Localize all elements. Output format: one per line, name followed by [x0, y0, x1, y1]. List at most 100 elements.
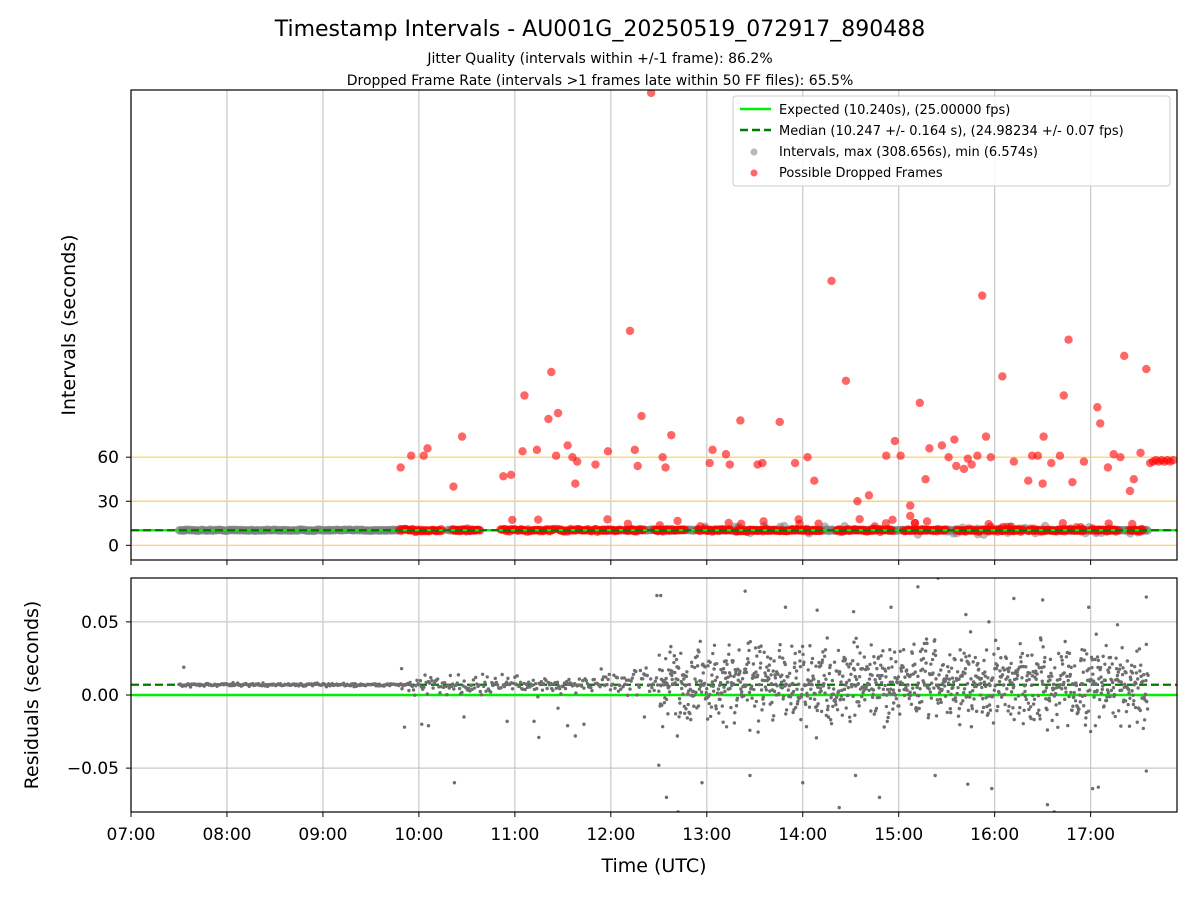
residual-point: [885, 693, 889, 697]
residual-point: [810, 656, 815, 661]
residual-point: [629, 679, 633, 683]
residual-point: [800, 692, 804, 697]
residual-point: [705, 687, 709, 691]
residual-point: [912, 691, 917, 695]
residual-point: [1110, 662, 1114, 666]
residual-point: [939, 700, 943, 705]
dropped-frame-point: [906, 501, 915, 510]
residual-point: [933, 773, 937, 778]
residual-point: [669, 644, 673, 649]
residual-point: [657, 763, 661, 767]
residual-point: [599, 667, 603, 671]
dropped-frame-point: [705, 458, 714, 468]
dropped-frame-point: [1055, 451, 1065, 460]
residual-point: [969, 677, 973, 681]
residual-point: [834, 703, 838, 707]
dropped-frame-point: [625, 326, 635, 336]
legend-expected-label: Expected (10.240s), (25.00000 fps): [779, 103, 1010, 118]
residual-point: [750, 696, 754, 700]
residual-point: [659, 683, 663, 688]
residual-point: [744, 683, 748, 688]
residual-point: [706, 664, 710, 668]
residual-point: [846, 685, 851, 690]
residual-point: [1084, 716, 1088, 720]
residual-point: [1089, 677, 1093, 682]
residual-point: [769, 682, 774, 686]
residual-point: [684, 674, 689, 679]
residual-point: [728, 674, 733, 678]
residual-point: [917, 694, 921, 698]
residual-point: [182, 665, 186, 669]
residual-point: [810, 683, 814, 687]
residual-point: [696, 704, 701, 708]
residual-point: [612, 673, 616, 677]
residuals-axes: 07:00 08:00 09:00 10:00 11:00 12:00 13:00 14:00…: [67, 613, 1115, 845]
residual-point: [851, 609, 856, 614]
residual-point: [1034, 669, 1038, 673]
residual-point: [1007, 704, 1011, 708]
residual-point: [819, 689, 823, 693]
dropped-frame-point: [888, 515, 897, 525]
residual-point: [894, 697, 899, 701]
residual-point: [574, 691, 578, 695]
residual-point: [804, 683, 808, 687]
residual-point: [660, 668, 664, 673]
residual-point: [821, 650, 825, 654]
residual-point: [980, 696, 985, 701]
residual-point: [231, 680, 235, 685]
residual-point: [911, 686, 915, 690]
dropped-frame-point: [630, 445, 640, 455]
residual-point: [822, 673, 826, 678]
residual-point: [1025, 653, 1030, 658]
residual-point: [945, 710, 949, 715]
residual-point: [1144, 642, 1149, 647]
residual-point: [1126, 702, 1130, 707]
residual-point: [638, 668, 643, 673]
dropped-frame-point: [419, 451, 428, 460]
residual-point: [1088, 729, 1093, 734]
residual-point: [943, 694, 948, 698]
residual-point: [809, 687, 813, 691]
residual-point: [794, 669, 799, 673]
residual-point: [1002, 683, 1006, 687]
residual-point: [970, 704, 974, 708]
residual-point: [847, 678, 851, 682]
residual-point: [860, 694, 864, 699]
residual-point: [581, 678, 585, 683]
dropped-frame-point: [1109, 450, 1118, 459]
residual-point: [1022, 684, 1027, 688]
residual-point: [1101, 654, 1105, 659]
residual-point: [768, 656, 773, 661]
dropped-frame-point: [573, 457, 582, 466]
residual-point: [1093, 723, 1098, 728]
x-tick-label: 12:00: [586, 825, 635, 845]
residual-point: [1114, 656, 1118, 660]
residual-point: [1012, 596, 1016, 601]
residual-point: [1130, 671, 1135, 675]
residual-point: [722, 685, 726, 689]
residual-point: [946, 689, 950, 694]
residual-point: [841, 697, 846, 702]
residual-point: [1043, 689, 1047, 693]
residual-point: [1021, 692, 1025, 696]
residual-point: [1050, 674, 1054, 678]
residual-point: [442, 680, 447, 685]
legend-dropped-label: Possible Dropped Frames: [779, 166, 943, 181]
residual-point: [1083, 693, 1087, 698]
residual-point: [707, 701, 712, 706]
residual-point: [702, 681, 707, 686]
residual-point: [726, 675, 730, 680]
residual-point: [683, 711, 687, 716]
residual-point: [699, 690, 704, 694]
dropped-frame-point: [803, 452, 812, 462]
residual-point: [882, 725, 886, 729]
residual-point: [695, 654, 699, 658]
residual-point: [820, 660, 824, 665]
residual-point: [1027, 677, 1032, 682]
residual-point: [1092, 695, 1096, 699]
residual-point: [1023, 694, 1028, 699]
residual-point: [1145, 707, 1150, 711]
residual-point: [977, 667, 981, 671]
dropped-frame-point: [655, 521, 664, 530]
x-tick-label: 15:00: [874, 825, 923, 845]
